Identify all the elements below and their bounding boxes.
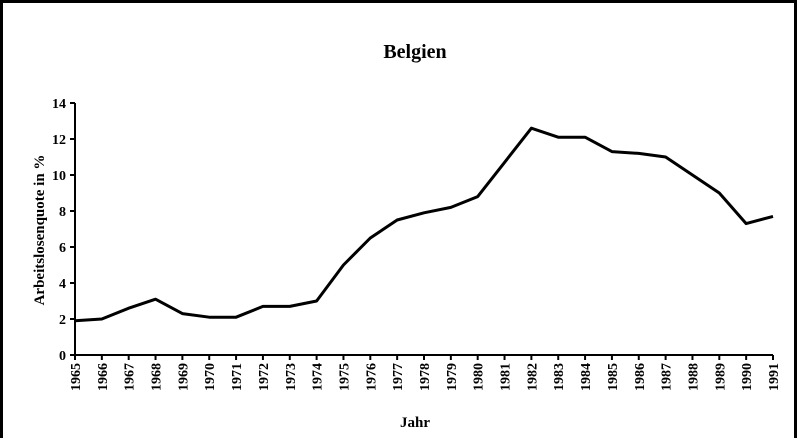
x-tick-label: 1986	[633, 363, 648, 391]
x-tick-label: 1971	[230, 363, 245, 391]
x-tick-label: 1987	[660, 363, 675, 391]
x-tick-label: 1966	[96, 363, 111, 391]
x-tick-label: 1969	[176, 363, 191, 391]
x-tick-label: 1988	[686, 363, 701, 391]
x-axis-label: Jahr	[400, 415, 430, 431]
y-tick-label: 4	[59, 277, 66, 292]
x-tick-label: 1980	[472, 363, 487, 391]
x-tick-label: 1984	[579, 363, 594, 391]
x-tick-label: 1985	[606, 363, 621, 391]
x-tick-label: 1965	[69, 363, 84, 391]
x-tick-label: 1983	[552, 363, 567, 391]
y-tick-label: 6	[59, 241, 66, 256]
x-tick-label: 1968	[150, 363, 165, 391]
chart-title: Belgien	[383, 41, 446, 63]
x-tick-label: 1977	[391, 363, 406, 391]
y-tick-label: 14	[52, 97, 66, 112]
data-line	[74, 126, 774, 323]
x-tick-label: 1979	[445, 363, 460, 391]
x-tick-label: 1981	[499, 363, 514, 391]
x-tick-label: 1973	[284, 363, 299, 391]
y-tick-label: 2	[59, 313, 66, 328]
y-tick-label: 12	[52, 133, 66, 148]
x-tick-label: 1974	[311, 363, 326, 391]
y-tick-label: 8	[59, 205, 66, 220]
x-tick-label: 1978	[418, 363, 433, 391]
x-tick-label: 1989	[713, 363, 728, 391]
x-tick-label: 1991	[767, 363, 782, 391]
x-tick-label: 1975	[337, 363, 352, 391]
y-axis-label: Arbeitslosenquote in %	[32, 155, 48, 306]
y-tick-label: 0	[59, 349, 66, 364]
x-tick-label: 1967	[123, 363, 138, 391]
x-tick-label: 1990	[740, 363, 755, 391]
y-tick-label: 10	[52, 169, 66, 184]
x-tick-label: 1982	[525, 363, 540, 391]
x-tick-label: 1970	[203, 363, 218, 391]
x-tick-label: 1976	[364, 363, 379, 391]
x-tick-label: 1972	[257, 363, 272, 391]
